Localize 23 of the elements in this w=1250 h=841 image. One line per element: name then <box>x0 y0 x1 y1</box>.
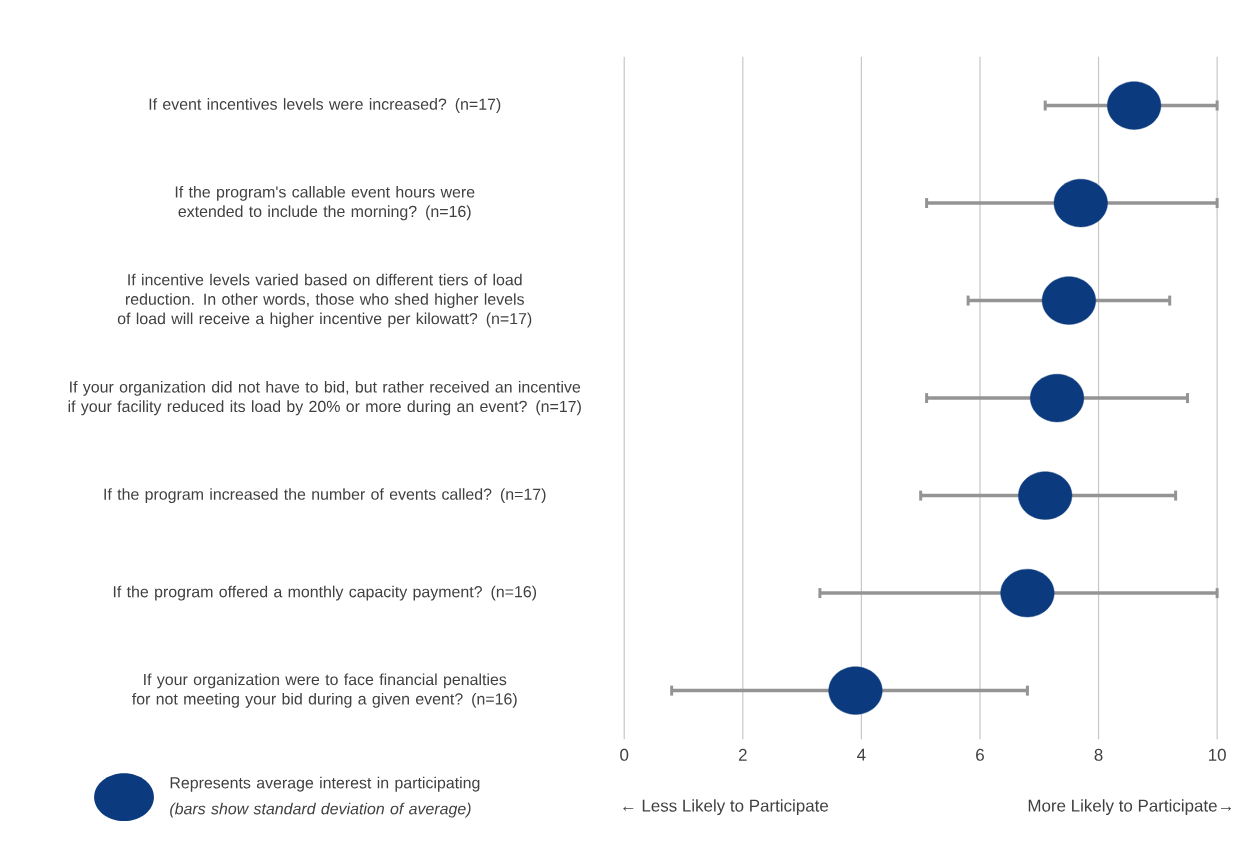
x-tick-label: 2 <box>738 748 747 761</box>
x-tick-label: 0 <box>620 748 629 761</box>
point <box>828 666 883 715</box>
y-tick-label: If your organization were to face financial penalties for not meeting your bid during a given event? (n=16) <box>132 673 517 708</box>
x-tick-label: 8 <box>1094 748 1103 761</box>
y-tick-label: If the program's callable event hours were extended to include the morning? (n=16) <box>175 185 475 221</box>
y-tick-label: If event incentives levels were increased? (n=17) <box>149 98 501 113</box>
point <box>1041 276 1096 325</box>
point <box>1107 81 1162 130</box>
x-tick-label: 10 <box>1209 748 1226 761</box>
text: ← Less Likely to Participate <box>623 799 829 816</box>
x-tick-label: 6 <box>976 748 984 761</box>
text: Represents average interest in participating (bars show standard deviation of average) <box>170 776 480 818</box>
y-tick-label: If your organization did not have to bid, but rather received an incentive if your facility reduced its load by 20% or more during an event? (n=17) <box>68 380 581 416</box>
point <box>1053 178 1108 228</box>
point <box>1018 471 1073 520</box>
text: More Likely to Participate→ <box>1028 799 1232 816</box>
y-tick-label: If incentive levels varied based on different tiers of load reduction. In other words, those who shed higher levels of load will receive a higher incentive per kilowatt? (n=17) <box>117 273 532 328</box>
point <box>1000 568 1055 618</box>
x-tick-label: 4 <box>857 748 866 761</box>
y-tick-label: If the program offered a monthly capacity payment? (n=16) <box>113 585 537 601</box>
point <box>1030 373 1085 423</box>
y-tick-label: If the program increased the number of events called? (n=17) <box>104 488 546 504</box>
